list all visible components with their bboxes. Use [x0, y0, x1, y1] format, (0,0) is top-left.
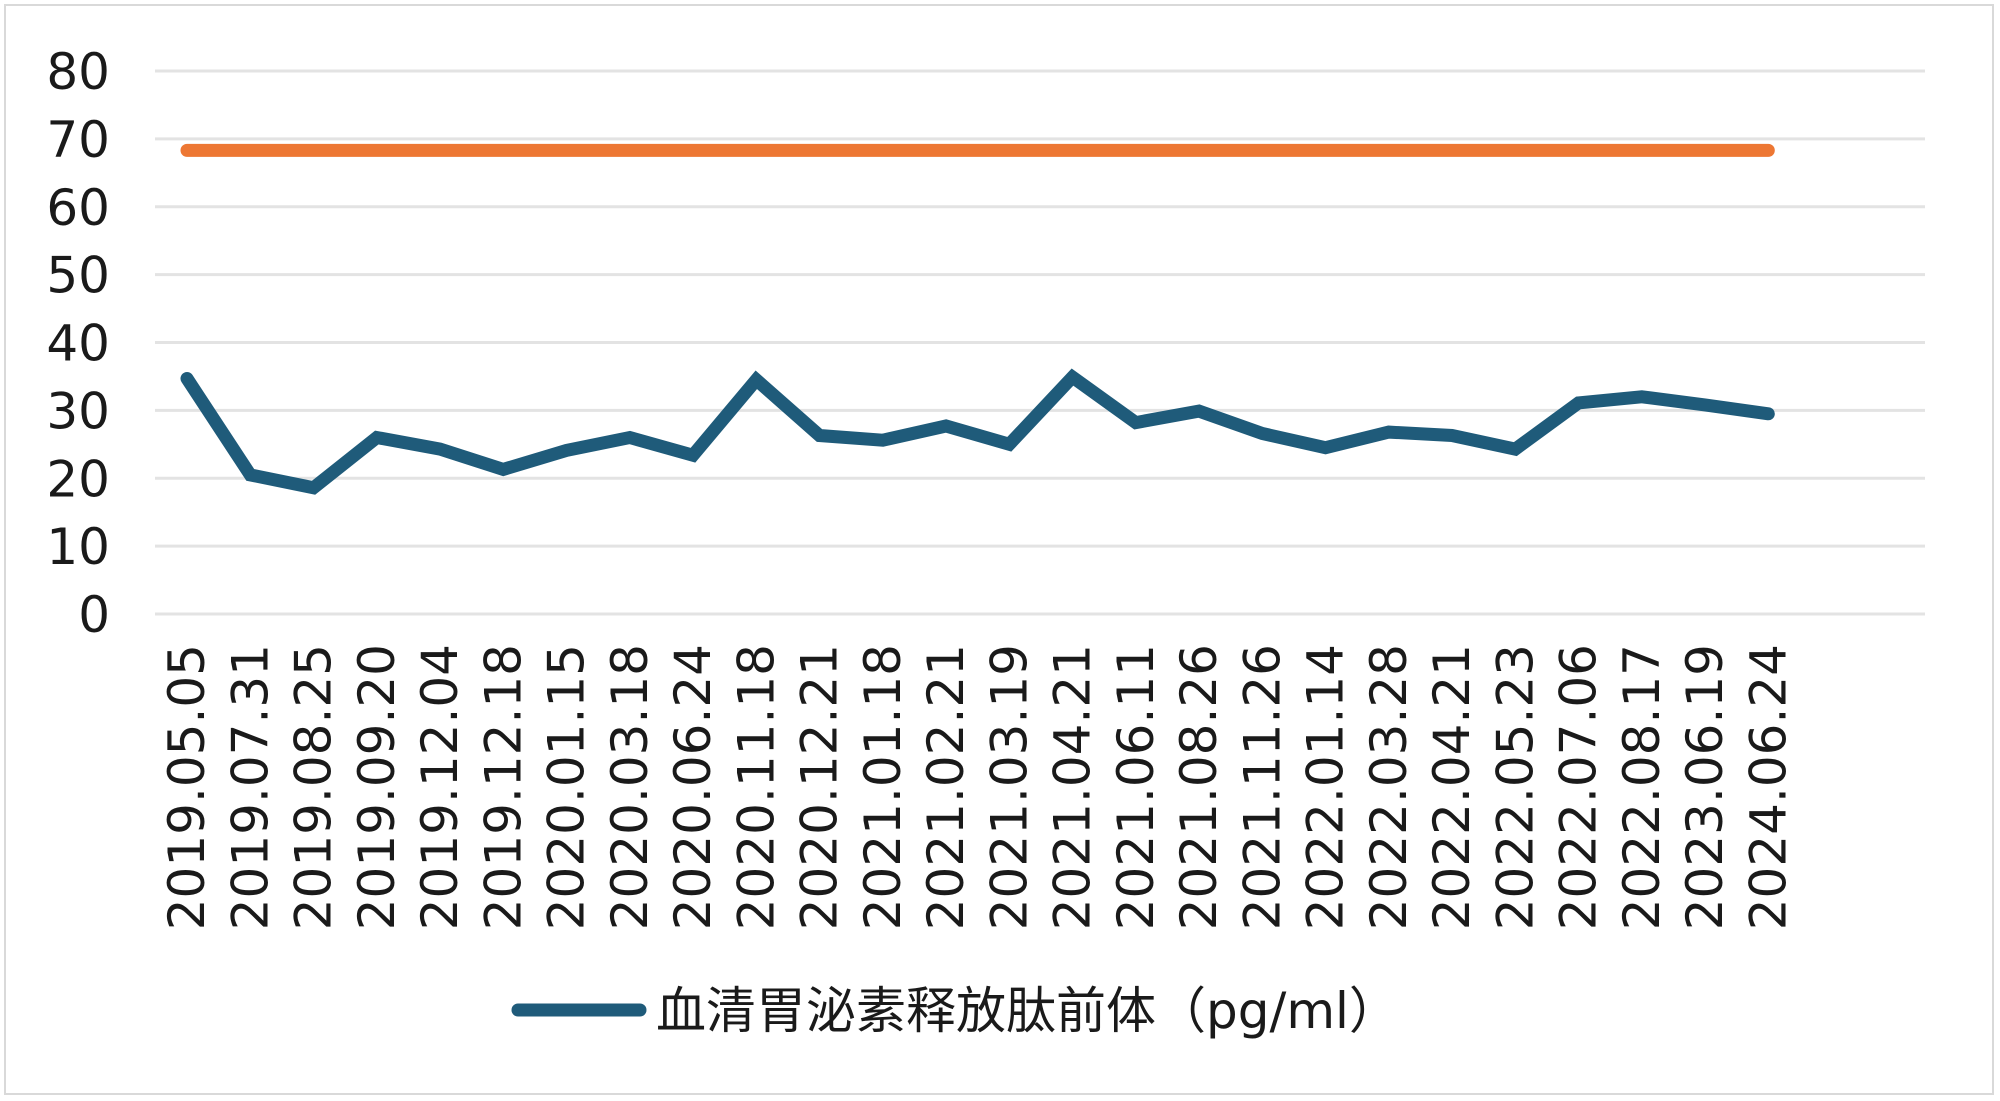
y-tick-label: 20 — [46, 450, 110, 508]
y-tick-label: 30 — [46, 382, 110, 440]
x-tick-label: 2020.03.18 — [601, 644, 659, 930]
x-tick-label: 2021.06.11 — [1107, 644, 1165, 930]
x-tick-label: 2021.08.26 — [1170, 644, 1228, 930]
x-tick-label: 2020.06.24 — [664, 644, 722, 930]
y-tick-label: 0 — [78, 586, 110, 644]
y-tick-label: 10 — [46, 518, 110, 576]
y-axis-ticks: 0 10 20 30 40 50 60 70 80 — [46, 43, 110, 644]
x-tick-label: 2019.12.04 — [411, 644, 469, 930]
y-tick-label: 50 — [46, 247, 110, 305]
x-tick-label: 2020.12.21 — [791, 644, 849, 930]
x-tick-label: 2019.12.18 — [474, 644, 532, 930]
x-tick-label: 2021.04.21 — [1044, 644, 1102, 930]
y-tick-label: 40 — [46, 315, 110, 373]
x-tick-label: 2022.07.06 — [1550, 644, 1608, 930]
legend-label: 血清胃泌素释放肽前体（pg/ml） — [656, 982, 1399, 1040]
x-tick-label: 2020.11.18 — [727, 644, 785, 930]
series-lines — [180, 143, 1775, 495]
chart-frame — [4, 4, 1994, 1095]
x-tick-label: 2024.06.24 — [1739, 644, 1797, 930]
gridlines — [155, 69, 1925, 616]
y-tick-label: 70 — [46, 111, 110, 169]
x-tick-label: 2019.05.05 — [158, 644, 216, 930]
legend: 血清胃泌素释放肽前体（pg/ml） — [511, 982, 1399, 1040]
y-tick-label: 80 — [46, 43, 110, 101]
x-tick-label: 2019.07.31 — [221, 644, 279, 930]
x-tick-label: 2022.08.17 — [1613, 644, 1671, 930]
series-line-main — [180, 368, 1775, 495]
x-tick-label: 2021.03.19 — [980, 644, 1038, 930]
x-tick-label: 2020.01.15 — [538, 644, 596, 930]
x-tick-label: 2022.04.21 — [1423, 644, 1481, 930]
x-tick-label: 2019.08.25 — [285, 644, 343, 930]
x-tick-label: 2022.03.28 — [1360, 644, 1418, 930]
x-tick-label: 2021.01.18 — [854, 644, 912, 930]
x-tick-label: 2021.11.26 — [1233, 644, 1291, 930]
y-tick-label: 60 — [46, 179, 110, 237]
x-axis-ticks: 2019.05.05 2019.07.31 2019.08.25 2019.09.20… — [158, 644, 1797, 930]
x-tick-label: 2022.01.14 — [1297, 644, 1355, 930]
x-tick-label: 2021.02.21 — [917, 644, 975, 930]
x-tick-label: 2023.06.19 — [1676, 644, 1734, 930]
x-tick-label: 2019.09.20 — [348, 644, 406, 930]
x-tick-label: 2022.05.23 — [1486, 644, 1544, 930]
